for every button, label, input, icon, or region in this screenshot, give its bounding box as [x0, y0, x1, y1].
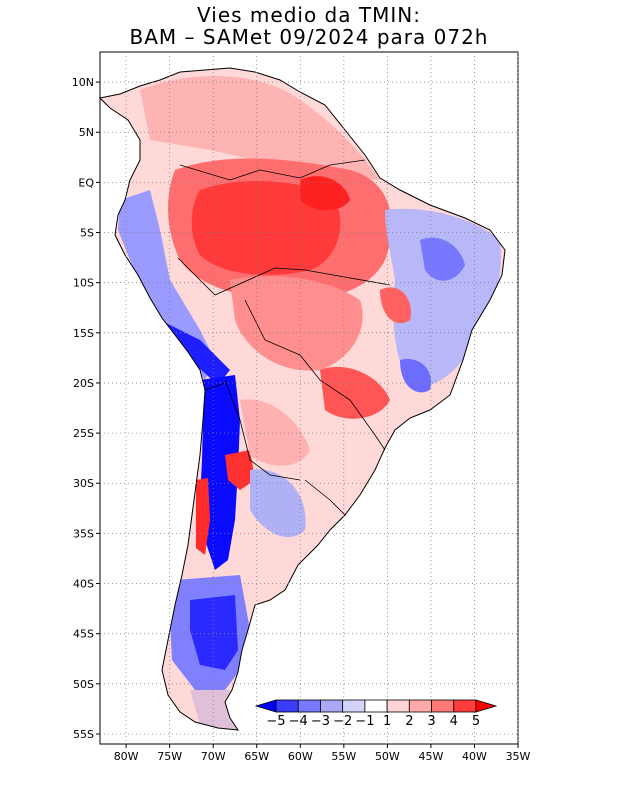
bias-andes-central-cold [200, 375, 240, 570]
lon-tick-label: 80W [114, 750, 139, 763]
lon-tick-label: 45W [418, 750, 443, 763]
lat-tick-label: 40S [73, 578, 94, 591]
bias-south-central-warm [320, 366, 390, 419]
lat-tick-label: 15S [73, 327, 94, 340]
colorbar-box [408, 699, 432, 713]
bias-pampa-cold [250, 469, 306, 538]
bias-southeast-cold-spot [400, 359, 431, 393]
country-borders [177, 159, 391, 516]
colorbar-arrow-high [475, 699, 498, 713]
gridlines [100, 52, 519, 744]
bias-central-warm [230, 276, 363, 371]
colorbar-label: 3 [427, 714, 435, 729]
lon-tick-label: 75W [157, 750, 182, 763]
bias-andes-east-warm [225, 450, 255, 490]
map-title-line-2: BAM – SAMet 09/2024 para 072h [129, 25, 489, 49]
lon-tick-label: 60W [288, 750, 313, 763]
border-bolivia [244, 299, 321, 381]
colorbar-label: 1 [383, 714, 391, 729]
lat-tick-label: 35S [73, 527, 94, 540]
longitude-tick-labels: 80W 75W 70W 65W 60W 55W 50W 45W 40W 35W [114, 744, 531, 763]
bias-andes-peru-cold [160, 320, 230, 385]
colorbar-label: −1 [355, 714, 374, 729]
lat-tick-label: EQ [78, 176, 94, 189]
latitude-tick-labels: 10N 5N EQ 5S 10S 15S 20S 25S 30S 35S 40S 45S 50S 55S [72, 76, 100, 741]
colorbar-label: −4 [289, 714, 308, 729]
bias-amazon-peak [300, 176, 350, 211]
colorbar-label: 2 [405, 714, 413, 729]
lon-tick-label: 35W [506, 750, 531, 763]
colorbar-label: −5 [266, 714, 285, 729]
colorbar-label: 4 [450, 714, 458, 729]
bias-north-warm [140, 76, 380, 180]
border-north [179, 159, 366, 181]
border-paraguay [319, 379, 386, 451]
bias-patagonia-core [190, 595, 238, 670]
lat-tick-label: 5N [79, 126, 94, 139]
colorbar-box [275, 699, 299, 713]
lon-tick-label: 70W [201, 750, 226, 763]
colorbar-label: 5 [472, 714, 480, 729]
colorbar [254, 699, 498, 713]
lat-tick-label: 30S [73, 477, 94, 490]
colorbar-box [386, 699, 410, 713]
lon-tick-label: 50W [375, 750, 400, 763]
bias-andes-north-cold [118, 190, 215, 380]
lat-tick-label: 20S [73, 377, 94, 390]
colorbar-labels: −5 −4 −3 −2 −1 1 2 3 4 5 [266, 714, 480, 729]
colorbar-label: −2 [333, 714, 352, 729]
lat-tick-label: 55S [73, 728, 94, 741]
colorbar-label: −3 [311, 714, 330, 729]
colorbar-box [320, 699, 344, 713]
colorbar-box [297, 699, 321, 713]
lat-tick-label: 10S [73, 277, 94, 290]
bias-chile-coast-warm [196, 478, 210, 555]
map-title-line-1: Vies medio da TMIN: [197, 3, 421, 27]
border-central [177, 257, 391, 296]
border-uruguay [304, 479, 346, 516]
lon-tick-label: 55W [331, 750, 356, 763]
lon-tick-label: 40W [462, 750, 487, 763]
lat-tick-label: 10N [72, 76, 94, 89]
border-argentina [224, 379, 301, 481]
colorbar-box [431, 699, 455, 713]
colorbar-box [364, 699, 388, 713]
colorbar-box [453, 699, 477, 713]
lat-tick-label: 5S [80, 227, 94, 240]
bias-amazon-core [191, 180, 341, 275]
lat-tick-label: 50S [73, 678, 94, 691]
lat-tick-label: 25S [73, 427, 94, 440]
colorbar-box [342, 699, 366, 713]
border-chile-north [204, 382, 226, 391]
lon-tick-label: 65W [244, 750, 269, 763]
bias-chaco-warm [240, 399, 310, 466]
lat-tick-label: 45S [73, 628, 94, 641]
